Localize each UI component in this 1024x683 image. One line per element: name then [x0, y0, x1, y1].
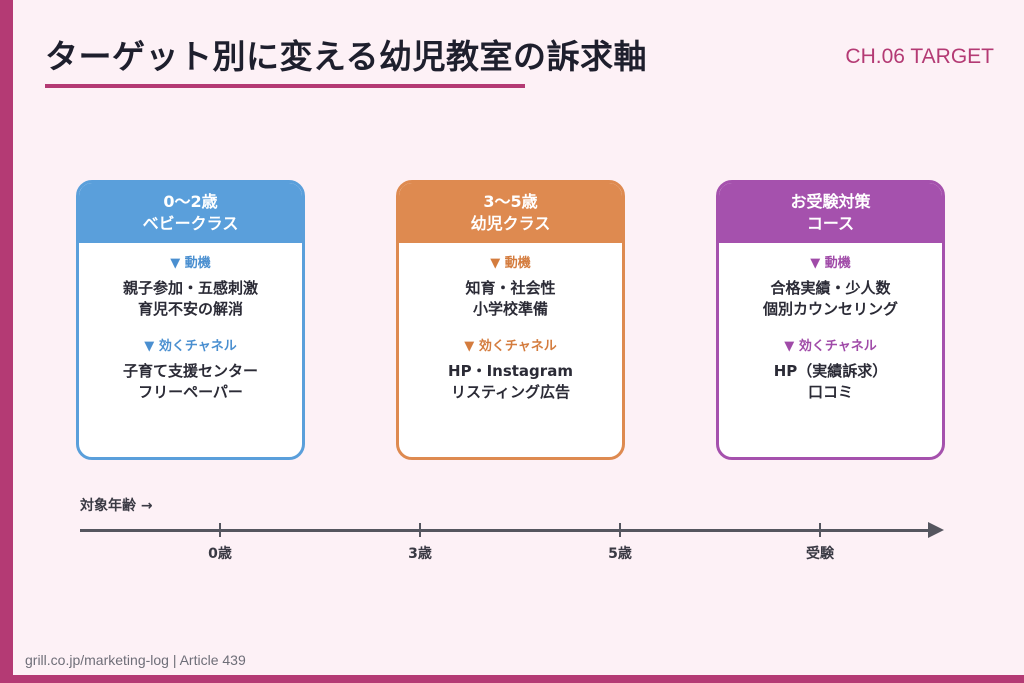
motive-label: ▼ 動機 [810, 256, 851, 271]
channel-text-line2: フリーペーパー [138, 383, 243, 401]
card-body: ▼ 動機 親子参加・五感刺激 育児不安の解消 ▼ 効くチャネル 子育て支援センタ… [79, 243, 302, 403]
card-body: ▼ 動機 合格実績・少人数 個別カウンセリング ▼ 効くチャネル HP（実績訴求… [719, 243, 942, 403]
card-header: 0〜2歳 ベビークラス [79, 183, 302, 243]
bottom-accent-bar [0, 675, 1024, 683]
card-header-class: 幼児クラス [470, 214, 551, 233]
axis-tick-label-exam: 受験 [806, 546, 834, 562]
axis-tick-label-0: 0歳 [208, 546, 232, 562]
card-baby-class: 0〜2歳 ベビークラス ▼ 動機 親子参加・五感刺激 育児不安の解消 ▼ 効くチ… [76, 180, 305, 460]
axis-tick [219, 523, 221, 537]
left-accent-bar [0, 0, 13, 683]
channel-label: ▼ 効くチャネル [784, 339, 877, 354]
axis-title: 対象年齢 → [80, 498, 153, 514]
axis-tick [419, 523, 421, 537]
axis-arrowhead-icon [928, 522, 944, 538]
motive-text-line2: 個別カウンセリング [762, 300, 898, 318]
channel-text-line1: HP（実績訴求） [773, 362, 888, 380]
card-header-age: 0〜2歳 [163, 192, 218, 211]
footer-source: grill.co.jp/marketing-log | Article 439 [25, 652, 246, 668]
motive-text-line2: 小学校準備 [472, 300, 548, 318]
chapter-label: CH.06 TARGET [845, 45, 994, 68]
motive-label: ▼ 動機 [490, 256, 531, 271]
channel-label: ▼ 効くチャネル [464, 339, 557, 354]
card-header-age: お受験対策 [790, 192, 871, 211]
card-header-age: 3〜5歳 [483, 192, 538, 211]
age-axis-line [80, 529, 932, 532]
axis-tick [619, 523, 621, 537]
motive-text-line1: 合格実績・少人数 [770, 279, 891, 297]
motive-text-line2: 育児不安の解消 [137, 300, 243, 318]
axis-tick-label-5: 5歳 [608, 546, 632, 562]
channel-text-line1: HP・Instagram [448, 362, 573, 380]
card-body: ▼ 動機 知育・社会性 小学校準備 ▼ 効くチャネル HP・Instagram … [399, 243, 622, 403]
card-header-class: ベビークラス [142, 214, 239, 233]
channel-text-line2: リスティング広告 [450, 383, 571, 401]
axis-tick-label-3: 3歳 [408, 546, 432, 562]
page-title: ターゲット別に変える幼児教室の訴求軸 [45, 37, 648, 76]
motive-text-line1: 知育・社会性 [465, 279, 556, 297]
title-underline [45, 84, 525, 88]
card-header: 3〜5歳 幼児クラス [399, 183, 622, 243]
card-exam-course: お受験対策 コース ▼ 動機 合格実績・少人数 個別カウンセリング ▼ 効くチャ… [716, 180, 945, 460]
card-header-class: コース [806, 214, 855, 233]
card-header: お受験対策 コース [719, 183, 942, 243]
axis-tick [819, 523, 821, 537]
channel-text-line1: 子育て支援センター [122, 362, 258, 380]
channel-text-line2: 口コミ [807, 383, 853, 401]
motive-label: ▼ 動機 [170, 256, 211, 271]
card-kids-class: 3〜5歳 幼児クラス ▼ 動機 知育・社会性 小学校準備 ▼ 効くチャネル HP… [396, 180, 625, 460]
channel-label: ▼ 効くチャネル [144, 339, 237, 354]
motive-text-line1: 親子参加・五感刺激 [122, 279, 258, 297]
